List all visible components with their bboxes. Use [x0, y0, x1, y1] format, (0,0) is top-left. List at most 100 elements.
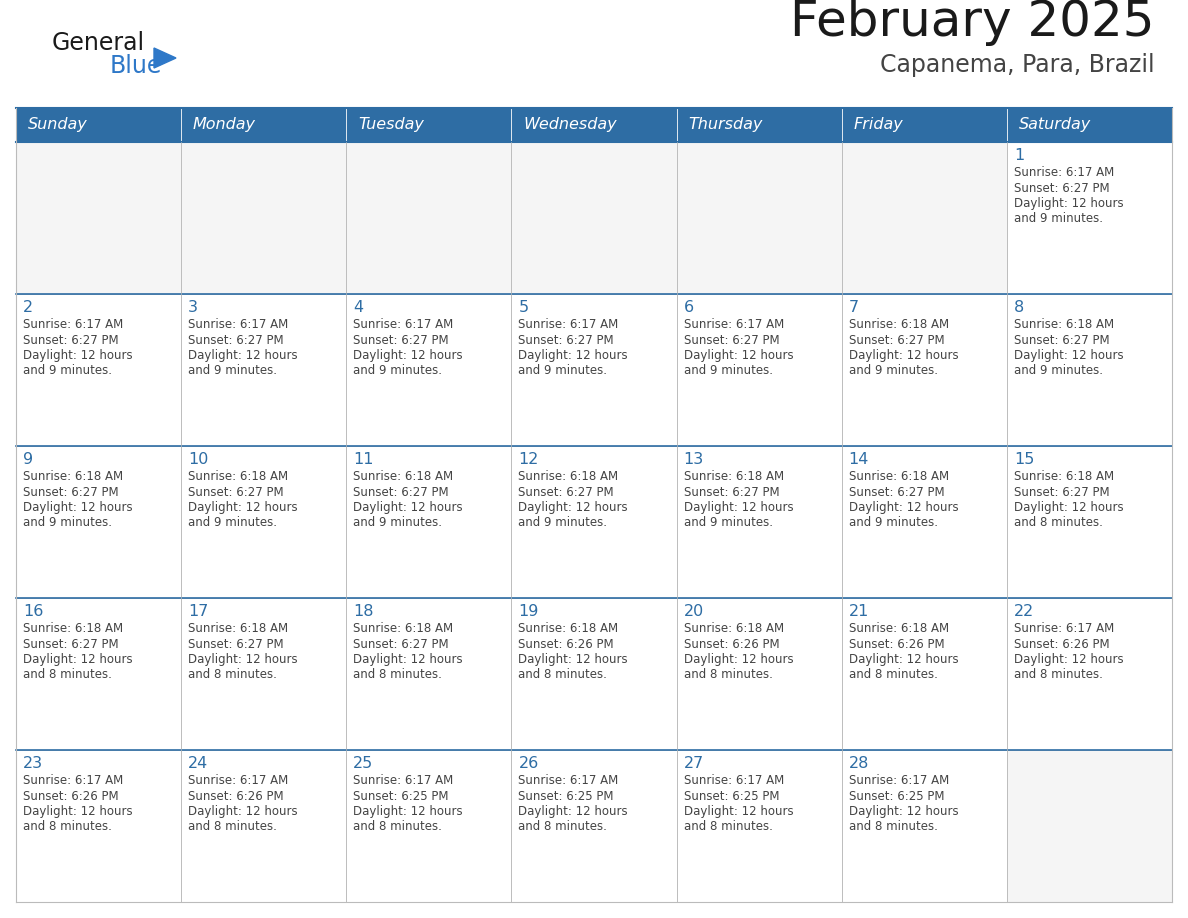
- Bar: [346, 598, 511, 750]
- Bar: [842, 598, 1007, 750]
- Text: 25: 25: [353, 756, 373, 771]
- Text: Sunset: 6:25 PM: Sunset: 6:25 PM: [848, 789, 944, 802]
- Bar: [842, 446, 1007, 598]
- Text: Sunrise: 6:17 AM: Sunrise: 6:17 AM: [518, 318, 619, 331]
- Text: Daylight: 12 hours: Daylight: 12 hours: [353, 349, 463, 362]
- Text: and 8 minutes.: and 8 minutes.: [848, 668, 937, 681]
- Text: 26: 26: [518, 756, 538, 771]
- Text: 28: 28: [848, 756, 870, 771]
- Text: Sunrise: 6:18 AM: Sunrise: 6:18 AM: [1013, 318, 1114, 331]
- Text: Sunrise: 6:18 AM: Sunrise: 6:18 AM: [23, 622, 124, 635]
- Text: 19: 19: [518, 604, 539, 619]
- Text: and 8 minutes.: and 8 minutes.: [683, 821, 772, 834]
- Bar: [511, 598, 677, 750]
- Bar: [15, 598, 181, 750]
- Bar: [346, 750, 511, 902]
- Text: February 2025: February 2025: [790, 0, 1155, 46]
- Bar: [346, 294, 511, 446]
- Text: Sunset: 6:27 PM: Sunset: 6:27 PM: [683, 486, 779, 498]
- Bar: [511, 750, 677, 902]
- Bar: [181, 294, 346, 446]
- Bar: [511, 446, 677, 598]
- Bar: [346, 446, 511, 598]
- Text: Capanema, Para, Brazil: Capanema, Para, Brazil: [880, 53, 1155, 77]
- Text: Wednesday: Wednesday: [523, 118, 617, 132]
- Bar: [1007, 446, 1173, 598]
- Text: Sunrise: 6:17 AM: Sunrise: 6:17 AM: [188, 318, 289, 331]
- Bar: [677, 294, 842, 446]
- Bar: [511, 108, 677, 142]
- Text: Sunrise: 6:17 AM: Sunrise: 6:17 AM: [23, 318, 124, 331]
- Text: Sunrise: 6:17 AM: Sunrise: 6:17 AM: [1013, 166, 1114, 179]
- Bar: [677, 750, 842, 902]
- Text: Sunrise: 6:18 AM: Sunrise: 6:18 AM: [683, 470, 784, 483]
- Text: 12: 12: [518, 452, 539, 467]
- Bar: [842, 108, 1007, 142]
- Text: Saturday: Saturday: [1018, 118, 1091, 132]
- Text: and 8 minutes.: and 8 minutes.: [188, 821, 277, 834]
- Text: and 8 minutes.: and 8 minutes.: [1013, 668, 1102, 681]
- Text: Daylight: 12 hours: Daylight: 12 hours: [1013, 349, 1124, 362]
- Text: Sunset: 6:25 PM: Sunset: 6:25 PM: [353, 789, 449, 802]
- Text: Sunset: 6:27 PM: Sunset: 6:27 PM: [188, 637, 284, 651]
- Bar: [511, 294, 677, 446]
- Text: Daylight: 12 hours: Daylight: 12 hours: [848, 653, 959, 666]
- Text: Sunrise: 6:17 AM: Sunrise: 6:17 AM: [518, 774, 619, 787]
- Text: Sunset: 6:25 PM: Sunset: 6:25 PM: [518, 789, 614, 802]
- Bar: [346, 142, 511, 294]
- Text: Sunrise: 6:17 AM: Sunrise: 6:17 AM: [23, 774, 124, 787]
- Bar: [677, 446, 842, 598]
- Bar: [346, 108, 511, 142]
- Text: Daylight: 12 hours: Daylight: 12 hours: [23, 501, 133, 514]
- Text: Sunset: 6:27 PM: Sunset: 6:27 PM: [848, 486, 944, 498]
- Text: Sunrise: 6:18 AM: Sunrise: 6:18 AM: [353, 622, 454, 635]
- Text: 9: 9: [23, 452, 33, 467]
- Text: Sunset: 6:27 PM: Sunset: 6:27 PM: [353, 637, 449, 651]
- Bar: [1007, 750, 1173, 902]
- Text: Friday: Friday: [853, 118, 903, 132]
- Text: Daylight: 12 hours: Daylight: 12 hours: [848, 349, 959, 362]
- Bar: [842, 750, 1007, 902]
- Text: 27: 27: [683, 756, 703, 771]
- Text: Sunrise: 6:17 AM: Sunrise: 6:17 AM: [188, 774, 289, 787]
- Text: Sunset: 6:27 PM: Sunset: 6:27 PM: [188, 486, 284, 498]
- Bar: [15, 142, 181, 294]
- Text: Sunset: 6:27 PM: Sunset: 6:27 PM: [1013, 182, 1110, 195]
- Text: 15: 15: [1013, 452, 1035, 467]
- Text: 5: 5: [518, 300, 529, 315]
- Bar: [511, 142, 677, 294]
- Text: Daylight: 12 hours: Daylight: 12 hours: [353, 501, 463, 514]
- Text: and 9 minutes.: and 9 minutes.: [1013, 364, 1102, 377]
- Text: and 8 minutes.: and 8 minutes.: [1013, 517, 1102, 530]
- Text: Daylight: 12 hours: Daylight: 12 hours: [353, 653, 463, 666]
- Bar: [15, 294, 181, 446]
- Text: 14: 14: [848, 452, 870, 467]
- Text: 20: 20: [683, 604, 703, 619]
- Text: 6: 6: [683, 300, 694, 315]
- Text: and 9 minutes.: and 9 minutes.: [23, 517, 112, 530]
- Text: Blue: Blue: [110, 54, 163, 78]
- Text: 7: 7: [848, 300, 859, 315]
- Text: 10: 10: [188, 452, 209, 467]
- Bar: [181, 750, 346, 902]
- Bar: [1007, 598, 1173, 750]
- Text: Sunset: 6:27 PM: Sunset: 6:27 PM: [353, 333, 449, 346]
- Text: and 9 minutes.: and 9 minutes.: [353, 364, 442, 377]
- Text: Daylight: 12 hours: Daylight: 12 hours: [683, 501, 794, 514]
- Text: 4: 4: [353, 300, 364, 315]
- Text: Daylight: 12 hours: Daylight: 12 hours: [188, 501, 298, 514]
- Text: 17: 17: [188, 604, 209, 619]
- Text: General: General: [52, 31, 145, 55]
- Text: and 9 minutes.: and 9 minutes.: [683, 517, 772, 530]
- Bar: [15, 750, 181, 902]
- Text: 18: 18: [353, 604, 374, 619]
- Text: and 9 minutes.: and 9 minutes.: [518, 517, 607, 530]
- Bar: [677, 142, 842, 294]
- Text: Daylight: 12 hours: Daylight: 12 hours: [518, 501, 628, 514]
- Bar: [15, 108, 181, 142]
- Text: Sunrise: 6:18 AM: Sunrise: 6:18 AM: [848, 470, 949, 483]
- Text: and 8 minutes.: and 8 minutes.: [188, 668, 277, 681]
- Bar: [181, 108, 346, 142]
- Bar: [842, 142, 1007, 294]
- Text: Sunset: 6:26 PM: Sunset: 6:26 PM: [1013, 637, 1110, 651]
